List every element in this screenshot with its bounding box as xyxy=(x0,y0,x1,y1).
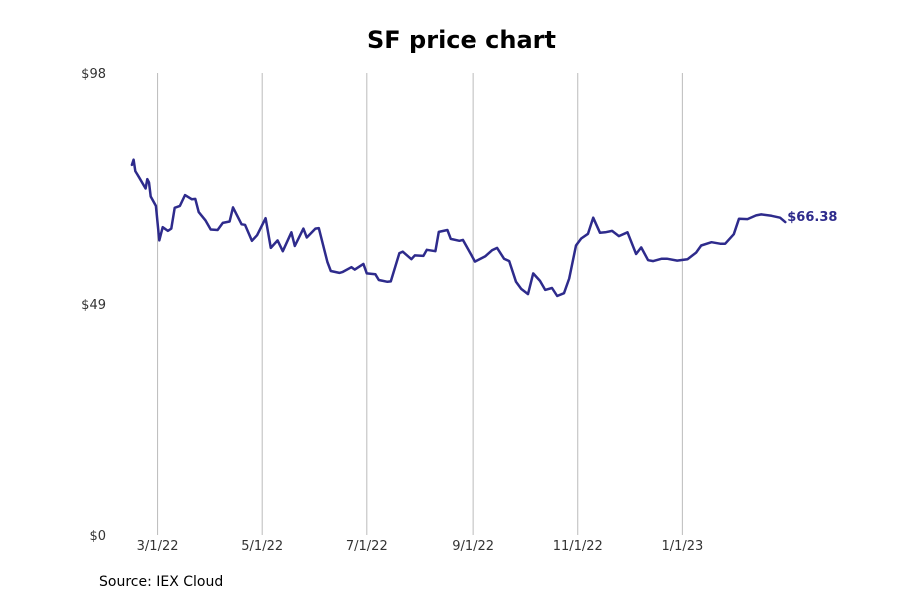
last-value-label: $66.38 xyxy=(787,210,837,225)
x-tick-label: 11/1/22 xyxy=(553,539,603,554)
end-value-label-group: $66.38 xyxy=(787,210,837,225)
vertical-gridlines xyxy=(157,73,683,535)
x-tick-label: 3/1/22 xyxy=(137,539,179,554)
y-tick-label: $49 xyxy=(81,298,106,313)
x-tick-label: 7/1/22 xyxy=(346,539,388,554)
price-series xyxy=(130,158,787,298)
x-tick-label: 5/1/22 xyxy=(241,539,283,554)
x-tick-label: 1/1/23 xyxy=(661,539,703,554)
x-tick-label: 9/1/22 xyxy=(452,539,494,554)
y-axis-ticks: $0 $49 $98 xyxy=(81,67,106,544)
x-axis-ticks: 3/1/22 5/1/22 7/1/22 9/1/22 11/1/22 1/1/23 xyxy=(137,539,704,554)
y-tick-label: $0 xyxy=(89,529,106,544)
chart-title: SF price chart xyxy=(367,26,556,54)
source-note: Source: IEX Cloud xyxy=(99,574,224,590)
y-tick-label: $98 xyxy=(81,67,106,82)
price-line xyxy=(130,158,787,298)
